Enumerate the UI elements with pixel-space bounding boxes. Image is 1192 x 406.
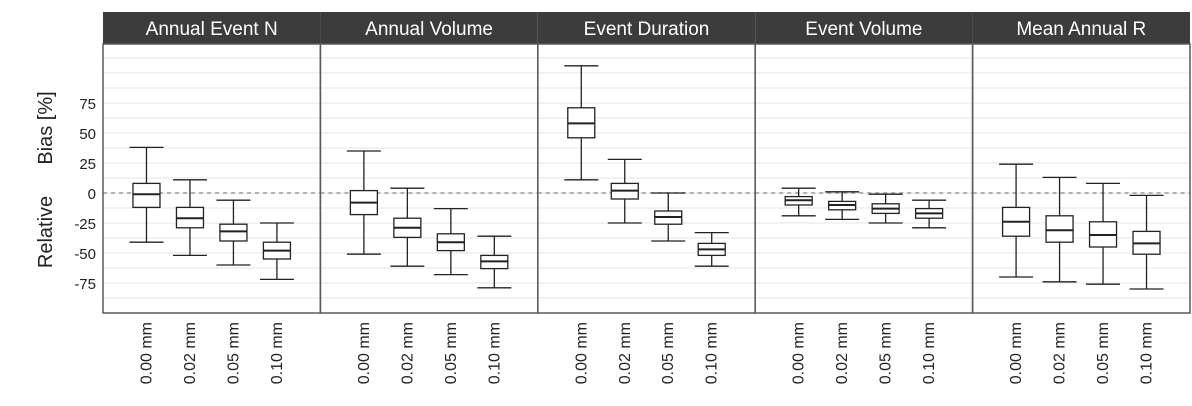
interquartile-box [219,223,248,242]
boxplot-box [259,222,294,281]
y-axis-title-bias: Bias [%] [35,91,57,164]
y-tick-label: 75 [79,96,96,113]
y-tick-label: -25 [74,216,96,233]
x-category-label: 0.05 mm [1095,322,1112,384]
facet-strip [972,12,1190,44]
x-category-label: 0.05 mm [660,322,677,384]
facet-panel: Mean Annual R 0.00 mm 0.02 mm 0.05 mm 0.10 m… [971,12,1191,384]
x-category-label: 0.02 mm [182,322,199,384]
x-category-label: 0.02 mm [617,322,634,384]
boxplot-box [216,199,251,266]
boxplot-box [1086,182,1121,285]
facet-strip [755,12,973,44]
x-category-label: 0.10 mm [269,322,286,384]
boxplot-box [390,187,425,267]
interquartile-box [1045,215,1074,243]
boxplot-box [781,187,816,217]
boxplot-box [433,207,468,276]
x-category-label: 0.00 mm [573,322,590,384]
facet-panel: Event Volume 0.00 mm 0.02 mm 0.05 mm 0.10 mm [754,12,974,384]
facet-strip-title: Annual Event N [146,19,278,40]
x-category-label: 0.00 mm [1008,322,1025,384]
x-category-label: 0.10 mm [1139,322,1156,384]
boxplot-box [868,193,903,224]
boxplot-box [912,199,947,229]
y-tick-label: 0 [88,186,96,203]
x-category-label: 0.00 mm [791,322,808,384]
facet-strip-title: Mean Annual R [1016,19,1146,40]
panel-border [971,43,1191,314]
facet-strip [537,12,756,44]
facet-panel: Event Duration 0.00 mm 0.02 mm 0.05 mm 0.10 … [537,12,756,384]
x-category-label: 0.05 mm [225,322,242,384]
x-category-label: 0.10 mm [704,322,721,384]
facet-strip [320,12,538,44]
y-axis-ticks: 75 50 25 0 -25 -50 -75 [74,96,96,293]
x-category-label: 0.10 mm [486,322,503,384]
boxplot-box [607,158,642,224]
boxplot-box [346,150,381,255]
x-category-label: 0.02 mm [399,322,416,384]
y-tick-label: 50 [79,126,96,143]
x-category-label: 0.02 mm [1052,322,1069,384]
facet-strip-title: Event Volume [805,19,922,40]
x-category-label: 0.05 mm [878,322,895,384]
boxplot-box [1129,194,1164,290]
boxplot-box [825,191,860,221]
y-tick-label: -75 [74,276,96,293]
boxplot-box [1042,176,1077,283]
boxplot-box [477,235,512,289]
y-axis-title-relative: Relative [35,196,57,268]
facet-panels: Annual Event N 0.00 mm 0.02 mm 0.05 mm 0.10 … [102,12,1191,384]
y-axis-title: Relative Bias [%] [35,91,57,268]
boxplot-box [999,163,1034,278]
facet-strip-title: Annual Volume [365,19,493,40]
x-category-label: 0.05 mm [443,322,460,384]
y-tick-label: 25 [79,156,96,173]
boxplot-box [694,231,729,267]
boxplot-box [564,65,599,181]
facet-panel: Annual Event N 0.00 mm 0.02 mm 0.05 mm 0.10 … [102,12,322,384]
boxplot-box [172,179,207,257]
boxplot-box [651,192,686,242]
x-category-label: 0.10 mm [921,322,938,384]
x-category-label: 0.00 mm [356,322,373,384]
interquartile-box [132,182,161,209]
facet-panel: Annual Volume 0.00 mm 0.02 mm 0.05 mm 0.10 m… [319,12,539,384]
facet-strip-title: Event Duration [584,19,710,40]
x-category-label: 0.02 mm [834,322,851,384]
boxplot-box [129,146,164,243]
x-category-label: 0.00 mm [138,322,155,384]
y-tick-label: -50 [74,246,96,263]
facet-strip [103,12,321,44]
